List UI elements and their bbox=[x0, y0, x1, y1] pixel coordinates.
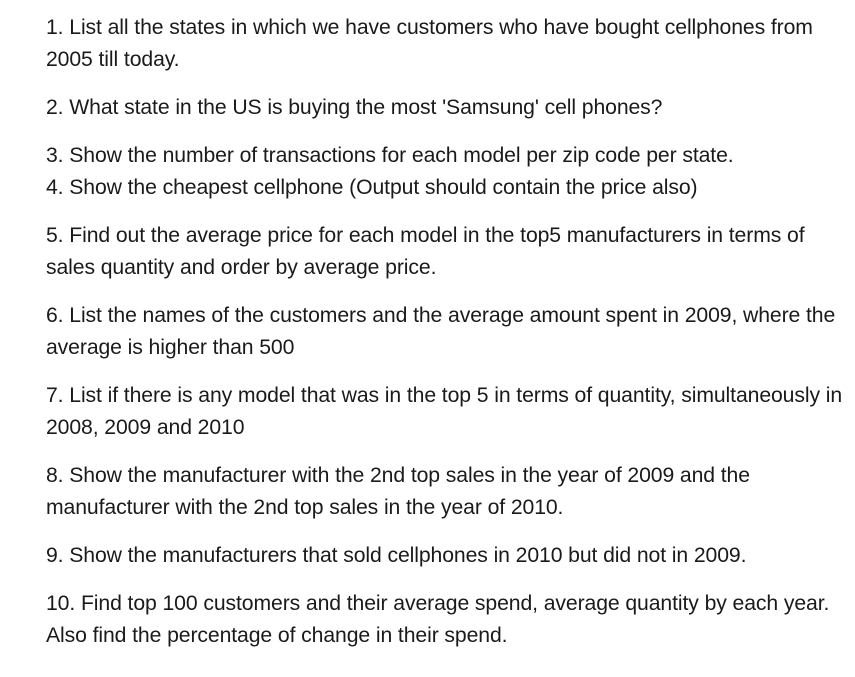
question-4: 4. Show the cheapest cellphone (Output s… bbox=[46, 176, 698, 199]
document-body[interactable]: 1. List all the states in which we have … bbox=[46, 12, 846, 652]
question-3: 3. Show the number of transactions for e… bbox=[46, 144, 734, 167]
question-2: 2. What state in the US is buying the mo… bbox=[46, 96, 663, 119]
question-5: 5. Find out the average price for each m… bbox=[46, 224, 805, 279]
question-1: 1. List all the states in which we have … bbox=[46, 16, 813, 71]
question-6: 6. List the names of the customers and t… bbox=[46, 304, 836, 359]
question-10: 10. Find top 100 customers and their ave… bbox=[46, 592, 830, 647]
question-7: 7. List if there is any model that was i… bbox=[46, 384, 843, 439]
question-8: 8. Show the manufacturer with the 2nd to… bbox=[46, 464, 750, 519]
question-9: 9. Show the manufacturers that sold cell… bbox=[46, 544, 747, 567]
